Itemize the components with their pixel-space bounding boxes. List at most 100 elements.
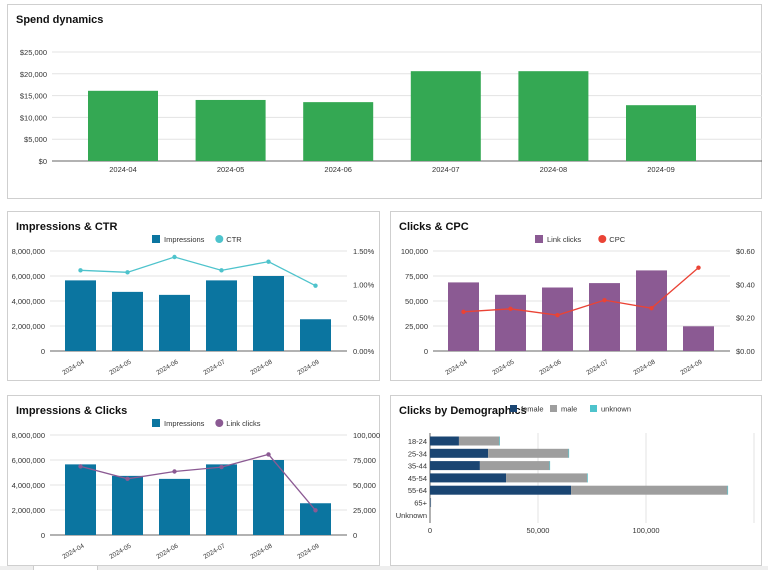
legend-swatch-bar (152, 235, 160, 243)
right-y-tick-label: 100,000 (353, 431, 380, 440)
chart-title: Impressions & Clicks (16, 405, 128, 417)
legend-label: Link clicks (547, 235, 581, 244)
bar-55-64-unknown (727, 485, 729, 495)
bar-45-54-unknown (587, 473, 588, 483)
left-y-tick-label: 8,000,000 (12, 431, 45, 440)
bar-2024-05 (112, 475, 143, 535)
legend-label: Impressions (164, 235, 205, 244)
impressions-clicks-panel: Impressions & Clicks (7, 395, 380, 566)
line-point-2024-09 (313, 283, 318, 288)
line-link-clicks (80, 453, 316, 511)
y-tick-label: $20,000 (20, 70, 47, 79)
right-y-tick-label: 50,000 (353, 481, 376, 490)
left-y-tick-label: 100,000 (401, 247, 428, 256)
bar-2024-07 (206, 280, 237, 351)
y-category-label: 65+ (414, 499, 427, 508)
bar-55-64-female (430, 485, 572, 495)
line-point-2024-09 (696, 265, 701, 270)
chart-title: Spend dynamics (16, 14, 104, 26)
line-point-2024-08 (266, 452, 271, 457)
line-point-2024-04 (78, 464, 83, 469)
legend-label: unknown (601, 405, 631, 414)
left-y-tick-label: 2,000,000 (12, 322, 45, 331)
right-y-tick-label: 0 (353, 531, 357, 540)
y-category-label: 45-54 (408, 474, 427, 483)
bar-25-34-male (488, 448, 569, 458)
bar-35-44-unknown (549, 461, 551, 471)
bar-2024-07 (589, 283, 620, 351)
x-tick-label: 2024-06 (155, 542, 179, 560)
bar-2024-09 (300, 319, 331, 351)
line-ctr (80, 256, 316, 287)
line-point-2024-07 (219, 268, 224, 273)
bar-2024-06 (159, 294, 190, 351)
legend-swatch-line (215, 235, 224, 243)
bar-2024-04 (65, 280, 96, 351)
y-tick-label: $5,000 (24, 135, 47, 144)
x-tick-label: 2024-08 (249, 358, 273, 376)
line-point-2024-06 (172, 469, 177, 474)
right-y-tick-label: 75,000 (353, 456, 376, 465)
left-y-tick-label: 50,000 (405, 297, 428, 306)
bar-25-34-unknown (568, 448, 570, 458)
bar-2024-06 (542, 287, 573, 351)
x-tick-label: 2024-06 (324, 165, 352, 174)
y-tick-label: $25,000 (20, 48, 47, 57)
left-y-tick-label: 6,000,000 (12, 272, 45, 281)
left-y-tick-label: 2,000,000 (12, 506, 45, 515)
left-y-tick-label: 4,000,000 (12, 297, 45, 306)
legend-swatch-bar (535, 235, 543, 243)
bar-55-64-male (571, 485, 728, 495)
x-tick-label: 2024-05 (217, 165, 245, 174)
x-tick-label: 2024-07 (202, 358, 226, 376)
x-tick-label: 2024-07 (202, 542, 226, 560)
bar-2024-07 (410, 71, 481, 161)
y-category-label: 35-44 (408, 462, 427, 471)
x-tick-label: 2024-07 (432, 165, 460, 174)
legend-swatch-male (550, 405, 557, 412)
line-point-2024-04 (78, 268, 83, 273)
x-tick-label: 100,000 (632, 526, 659, 535)
x-tick-label: 50,000 (527, 526, 550, 535)
right-y-tick-label: 0.50% (353, 314, 375, 323)
bar-2024-08 (253, 276, 284, 351)
legend-swatch-unknown (590, 405, 597, 412)
legend-label: Impressions (164, 419, 205, 428)
bar-2024-07 (206, 464, 237, 535)
x-tick-label: 2024-04 (61, 542, 85, 560)
x-tick-label: 2024-04 (444, 358, 468, 376)
line-point-2024-06 (172, 254, 177, 260)
left-y-tick-label: 6,000,000 (12, 456, 45, 465)
bar-2024-09 (300, 503, 331, 535)
line-point-2024-07 (602, 297, 607, 303)
left-y-tick-label: 0 (424, 347, 428, 356)
left-y-tick-label: 75,000 (405, 272, 428, 281)
bar-35-44-female (430, 461, 480, 471)
line-point-2024-08 (266, 259, 271, 264)
bar-2024-05 (195, 99, 266, 161)
bar-2024-05 (112, 291, 143, 351)
line-cpc (463, 267, 699, 316)
bar-65+-female (430, 498, 431, 507)
right-y-tick-label: 1.00% (353, 280, 375, 289)
bar-35-44-male (479, 461, 550, 471)
right-y-tick-label: $0.00 (736, 347, 755, 356)
bar-45-54-female (430, 473, 507, 483)
bar-18-24-unknown (499, 436, 500, 446)
bar-2024-06 (303, 102, 374, 161)
x-tick-label: 2024-04 (61, 358, 85, 376)
bar-2024-04 (65, 464, 96, 535)
x-tick-label: 0 (428, 526, 432, 535)
left-y-tick-label: 0 (41, 531, 45, 540)
left-y-tick-label: 25,000 (405, 322, 428, 331)
right-y-tick-label: 0.00% (353, 347, 375, 356)
x-tick-label: 2024-08 (632, 358, 656, 376)
line-point-2024-09 (313, 508, 318, 513)
legend-label: CPC (609, 235, 625, 244)
bar-2024-08 (253, 460, 284, 535)
x-tick-label: 2024-09 (647, 165, 675, 174)
legend-label: Link clicks (226, 419, 260, 428)
right-y-tick-label: $0.40 (736, 280, 755, 289)
bar-2024-04 (448, 282, 479, 351)
sheet-tab[interactable] (33, 566, 98, 570)
